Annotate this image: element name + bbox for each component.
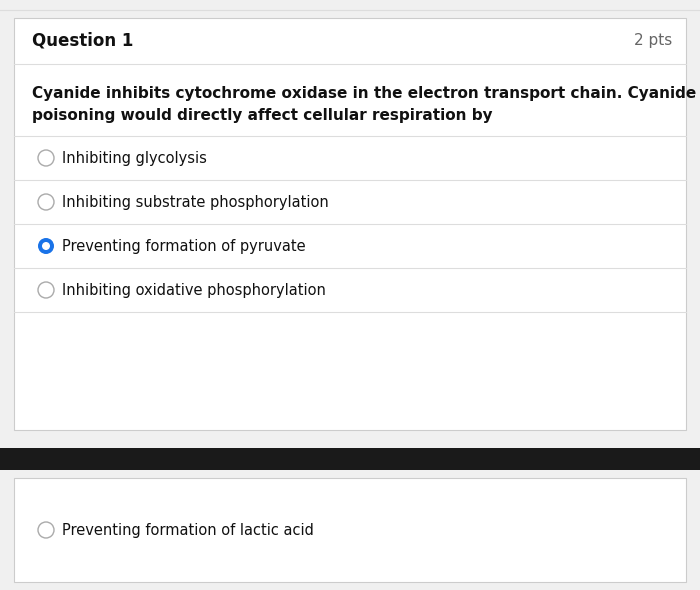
Text: Preventing formation of lactic acid: Preventing formation of lactic acid — [62, 523, 314, 537]
Text: Inhibiting oxidative phosphorylation: Inhibiting oxidative phosphorylation — [62, 283, 326, 297]
Text: 2 pts: 2 pts — [634, 34, 672, 48]
Text: Cyanide inhibits cytochrome oxidase in the electron transport chain. Cyanide: Cyanide inhibits cytochrome oxidase in t… — [32, 86, 696, 101]
Circle shape — [42, 242, 50, 250]
Text: Question 1: Question 1 — [32, 32, 134, 50]
Circle shape — [38, 194, 54, 210]
Text: poisoning would directly affect cellular respiration by: poisoning would directly affect cellular… — [32, 108, 493, 123]
Text: Inhibiting substrate phosphorylation: Inhibiting substrate phosphorylation — [62, 195, 329, 209]
Text: Inhibiting glycolysis: Inhibiting glycolysis — [62, 150, 207, 166]
FancyBboxPatch shape — [14, 18, 686, 430]
Circle shape — [38, 238, 54, 254]
Circle shape — [38, 522, 54, 538]
FancyBboxPatch shape — [14, 478, 686, 582]
Circle shape — [38, 282, 54, 298]
FancyBboxPatch shape — [0, 448, 700, 470]
Text: Preventing formation of pyruvate: Preventing formation of pyruvate — [62, 238, 306, 254]
Circle shape — [38, 150, 54, 166]
